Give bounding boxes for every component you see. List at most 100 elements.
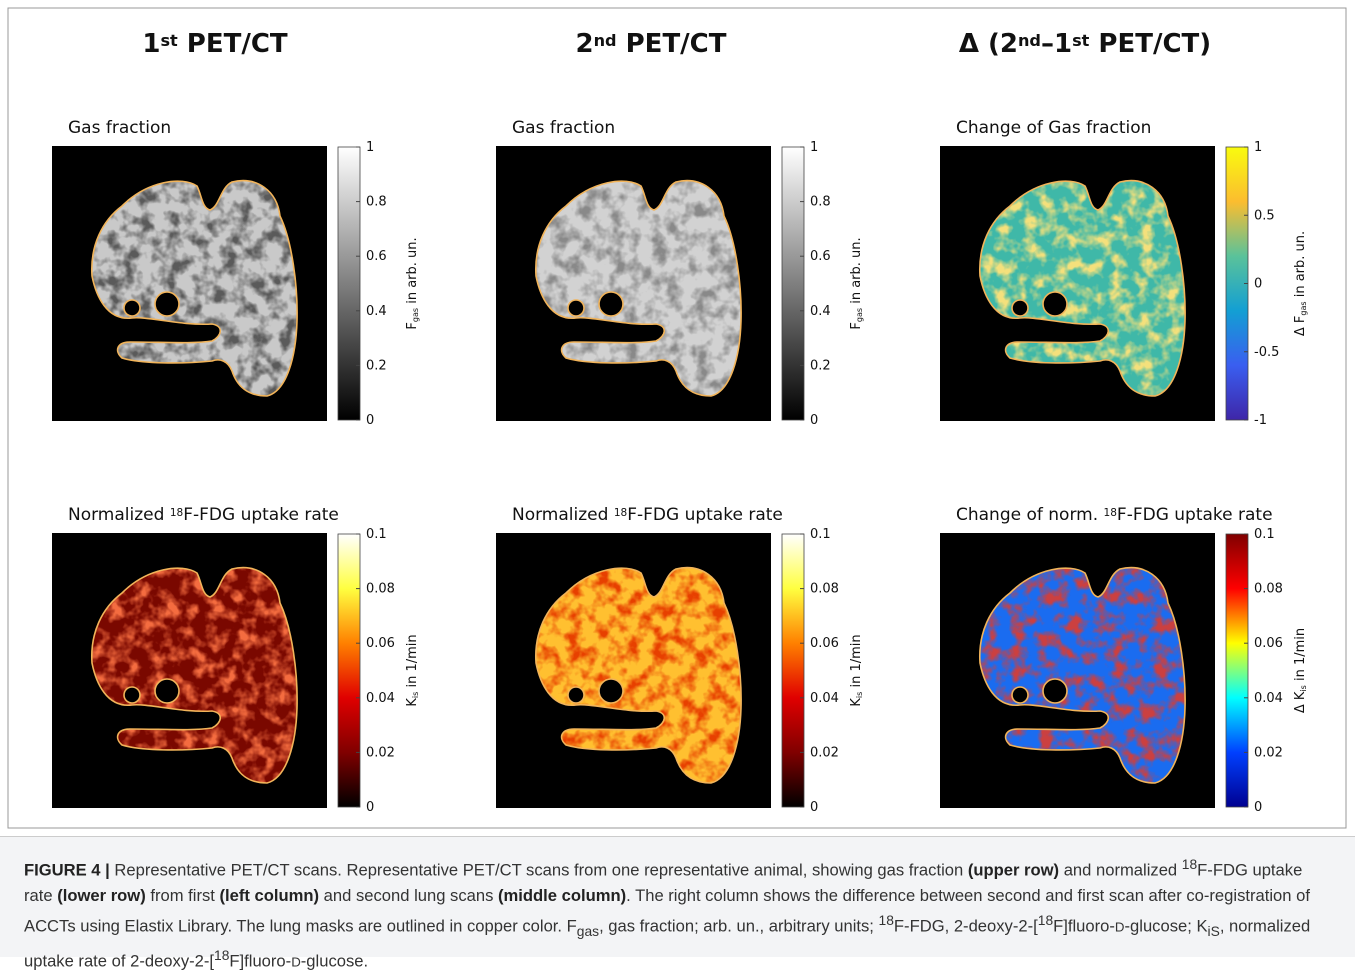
colorbar-tick-label: 0.2 — [810, 358, 831, 373]
column-header-part: st — [1072, 31, 1090, 50]
colorbar-label-part: Δ K — [1293, 691, 1308, 713]
colorbar-tick-label: 0.06 — [1254, 636, 1283, 651]
caption-text: F]fluoro- — [1053, 916, 1115, 935]
colorbar-label-part: in 1/min — [405, 634, 420, 691]
colorbar-label-part: in arb. un. — [405, 237, 420, 308]
colorbar-tick-label: 0 — [810, 800, 818, 815]
colorbar-tick-label: 0 — [366, 413, 374, 428]
colorbar-tick-label: 0.06 — [810, 636, 839, 651]
colorbar-label-part: gas — [1299, 301, 1308, 315]
colorbar-tick-label: 0 — [366, 800, 374, 815]
column-header-part: Δ (2 — [959, 29, 1018, 59]
caption-text: and second lung scans — [319, 886, 498, 905]
column-header-part: PET/CT — [617, 29, 727, 59]
panel-title-part: 18 — [614, 507, 627, 519]
colorbar-tick-label: 0.04 — [810, 691, 839, 706]
colorbar-tick-label: 0.4 — [366, 304, 387, 319]
page: 1st PET/CT2nd PET/CTΔ (2nd–1st PET/CT)Ga… — [0, 0, 1355, 957]
colorbar-tick-label: 1 — [810, 140, 818, 155]
panel-title: Gas fraction — [68, 118, 171, 138]
caption-sub: iS — [1208, 922, 1220, 938]
caption-text: F]fluoro- — [229, 952, 291, 971]
colorbar-tick-label: 0.6 — [366, 249, 387, 264]
colorbar-tick-label: 0.8 — [810, 195, 831, 210]
colorbar-tick-label: 0.04 — [366, 691, 395, 706]
colorbar-tick-label: 1 — [366, 140, 374, 155]
panel-title-part: Normalized — [512, 505, 614, 525]
panel-title: Normalized 18F-FDG uptake rate — [68, 505, 339, 525]
colorbar-tick-label: 0.08 — [366, 582, 395, 597]
caption-text: from first — [146, 886, 220, 905]
caption: FIGURE 4 | Representative PET/CT scans. … — [0, 836, 1355, 957]
caption-sup: 18 — [1038, 912, 1053, 928]
panel-title-part: 18 — [1104, 507, 1117, 519]
colorbar-tick-label: 0.6 — [810, 249, 831, 264]
colorbar-tick-label: 0.06 — [366, 636, 395, 651]
colorbar-tick-label: 0.4 — [810, 304, 831, 319]
column-header-part: st — [160, 31, 178, 50]
column-header-part: PET/CT) — [1089, 29, 1211, 59]
colorbar-tick-label: 0.04 — [1254, 691, 1283, 706]
colorbar — [1226, 534, 1248, 807]
colorbar-tick-label: 0.2 — [366, 358, 387, 373]
colorbar-label-part: gas — [411, 308, 420, 322]
colorbar — [338, 147, 360, 420]
panel-title: Gas fraction — [512, 118, 615, 138]
colorbar-tick-label: 0.8 — [366, 195, 387, 210]
caption-text: , gas fraction; arb. un., arbitrary unit… — [599, 916, 878, 935]
colorbar — [338, 534, 360, 807]
colorbar-tick-label: 0.5 — [1254, 208, 1275, 223]
colorbar-tick-label: 0.02 — [810, 745, 839, 760]
colorbar-tick-label: 0.1 — [366, 527, 387, 542]
panel-title-part: F-FDG uptake rate — [1117, 505, 1273, 525]
column-header-part: 1 — [142, 29, 160, 59]
colorbar-tick-label: 0 — [1254, 800, 1262, 815]
colorbar-label-part: F — [849, 322, 864, 329]
column-header-part: 2 — [575, 29, 593, 59]
colorbar-tick-label: 0 — [810, 413, 818, 428]
caption-bold: (left column) — [219, 886, 319, 905]
colorbar-tick-label: -1 — [1254, 413, 1267, 428]
figure: 1st PET/CT2nd PET/CTΔ (2nd–1st PET/CT)Ga… — [0, 0, 1355, 836]
colorbar-tick-label: 0.1 — [1254, 527, 1275, 542]
panel-title-part: Change of norm. — [956, 505, 1104, 525]
colorbar-label: Δ Kis in 1/min — [1293, 628, 1308, 713]
column-header-part: –1 — [1041, 29, 1072, 59]
colorbar-label-part: in arb. un. — [1293, 231, 1308, 302]
panel-title-part: Gas fraction — [512, 118, 615, 138]
colorbar-label-part: gas — [855, 308, 864, 322]
caption-sup: 18 — [879, 912, 894, 928]
caption-smallcaps: D — [1115, 919, 1125, 934]
colorbar-label: Δ Fgas in arb. un. — [1293, 231, 1308, 336]
panel-title: Normalized 18F-FDG uptake rate — [512, 505, 783, 525]
caption-text: and normalized — [1059, 861, 1182, 880]
caption-sup: 18 — [1182, 856, 1197, 872]
panel-title-part: 18 — [170, 507, 183, 519]
column-header-part: nd — [1018, 31, 1041, 50]
caption-text: -glucose. — [301, 952, 368, 971]
panel-title-part: Change of Gas fraction — [956, 118, 1151, 138]
column-header-part: PET/CT — [178, 29, 288, 59]
caption-label: FIGURE 4 | — [24, 861, 110, 880]
colorbar-tick-label: 0.02 — [366, 745, 395, 760]
colorbar-tick-label: 0.02 — [1254, 745, 1283, 760]
caption-bold: (middle column) — [498, 886, 626, 905]
panel-title: Change of Gas fraction — [956, 118, 1151, 138]
colorbar-tick-label: 0 — [1254, 277, 1262, 292]
colorbar — [782, 147, 804, 420]
caption-text: -glucose; K — [1125, 916, 1208, 935]
caption-bold: (upper row) — [968, 861, 1059, 880]
colorbar-tick-label: 0.08 — [810, 582, 839, 597]
colorbar-label-part: in 1/min — [1293, 628, 1308, 685]
caption-bold: (lower row) — [57, 886, 146, 905]
column-header-part: nd — [594, 31, 617, 50]
caption-sub: gas — [577, 922, 599, 938]
colorbar-tick-label: 0.1 — [810, 527, 831, 542]
colorbar-tick-label: 0.08 — [1254, 582, 1283, 597]
colorbar-label-part: in arb. un. — [849, 237, 864, 308]
panel-title-part: Normalized — [68, 505, 170, 525]
colorbar-tick-label: -0.5 — [1254, 345, 1279, 360]
caption-sup: 18 — [214, 947, 229, 963]
panel-title-part: F-FDG uptake rate — [627, 505, 783, 525]
colorbar — [782, 534, 804, 807]
